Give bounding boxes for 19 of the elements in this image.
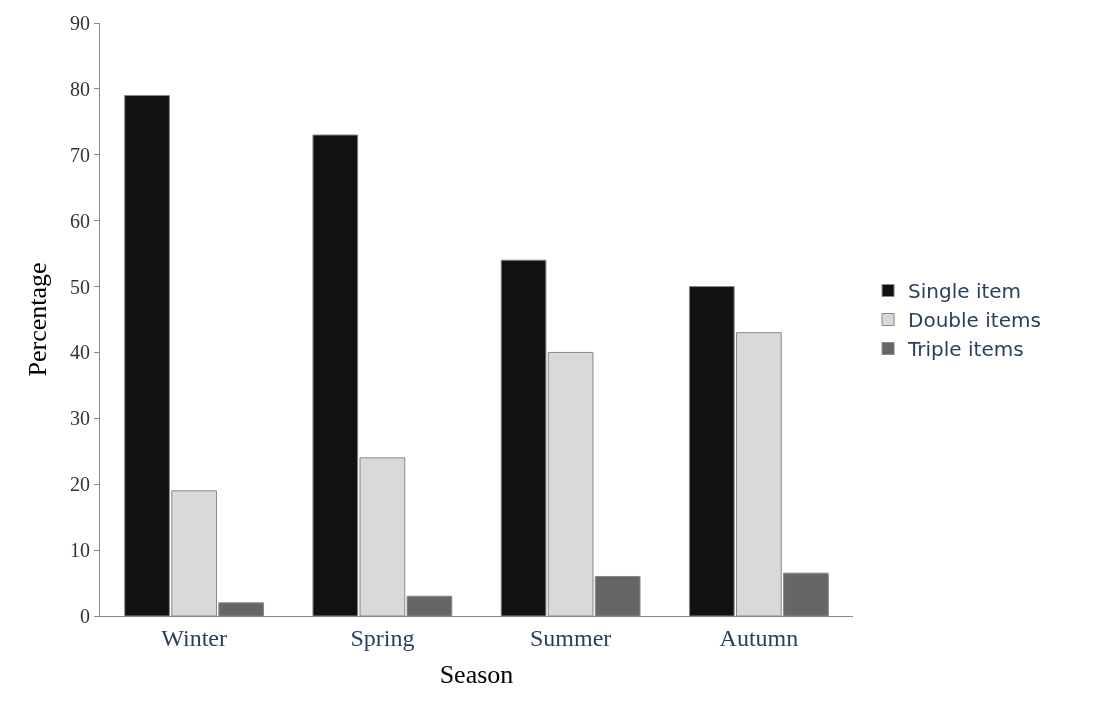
y-tick-label: 80 <box>70 77 90 100</box>
x-tick-label: Winter <box>161 624 227 651</box>
y-tick-label: 0 <box>80 605 90 627</box>
y-tick-label: 10 <box>70 539 90 562</box>
x-axis-title: Season <box>439 660 514 690</box>
x-tick-label: Spring <box>350 624 415 651</box>
legend-label: Double items <box>908 308 1041 333</box>
y-tick-label: 20 <box>70 473 90 496</box>
legend-label: Single item <box>908 279 1022 304</box>
y-tick-label: 70 <box>70 143 90 166</box>
x-tick-label: Summer <box>529 624 612 651</box>
y-axis-title: Percentage <box>23 262 53 377</box>
y-tick-label: 30 <box>70 407 90 430</box>
legend-label: Triple items <box>907 337 1024 362</box>
y-tick-label: 50 <box>70 275 90 298</box>
y-tick-label: 90 <box>70 12 90 34</box>
y-tick-label: 60 <box>70 209 90 232</box>
x-tick-label: Autumn <box>719 624 799 651</box>
y-tick-label: 40 <box>70 341 90 364</box>
